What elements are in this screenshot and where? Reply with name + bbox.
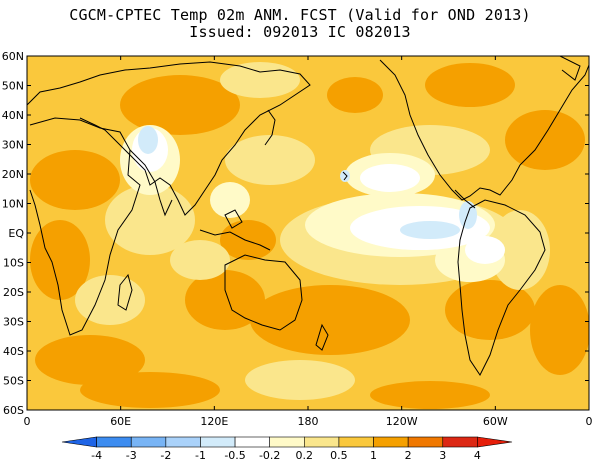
colorbar-tick: -3	[126, 449, 137, 462]
lat-label: EQ	[8, 227, 24, 240]
longitude-axis: 0 60E 120E 180 120W 60W 0	[24, 415, 593, 428]
lon-label: 0	[586, 415, 593, 428]
lon-label: 0	[24, 415, 31, 428]
lon-label: 180	[298, 415, 319, 428]
lat-label: 10S	[3, 257, 24, 270]
colorbar-swatch	[96, 436, 132, 448]
lon-label: 60W	[483, 415, 508, 428]
colorbar-tick: 4	[474, 449, 481, 462]
colorbar-tick: -2	[160, 449, 171, 462]
colorbar-swatch	[130, 436, 167, 448]
colorbar-swatch	[304, 436, 340, 448]
colorbar-swatch	[200, 436, 236, 448]
colorbar-tick: 2	[405, 449, 412, 462]
colorbar-swatch	[165, 436, 201, 448]
colorbar-swatch	[269, 436, 305, 448]
lat-label: 60S	[3, 404, 24, 417]
colorbar-tick: -0.5	[224, 449, 245, 462]
colorbar-swatch	[442, 436, 478, 448]
colorbar-tick: 0.2	[296, 449, 314, 462]
colorbar-swatch	[234, 436, 270, 448]
colorbar-swatch	[61, 436, 97, 448]
lat-label: 20S	[3, 286, 24, 299]
colorbar-tick: -4	[91, 449, 102, 462]
lat-label: 60N	[2, 50, 24, 63]
colorbar-tick: 1	[370, 449, 377, 462]
warm-anomaly-patches	[30, 63, 589, 409]
lat-label: 40S	[3, 345, 24, 358]
colorbar-swatch	[407, 436, 444, 448]
lat-label: 20N	[2, 168, 24, 181]
coastlines	[27, 56, 589, 376]
lat-label: 30S	[3, 316, 24, 329]
colorbar-swatch	[338, 436, 374, 448]
axis-ticks	[26, 55, 590, 411]
latitude-axis: 60N 50N 40N 30N 20N 10N EQ 10S 20S 30S 40S 50S 60S	[2, 50, 25, 417]
lat-label: 10N	[2, 198, 24, 211]
lon-label: 60E	[110, 415, 131, 428]
lat-label: 50N	[2, 80, 24, 93]
map-title-line2: Issued: 092013 IC 082013	[189, 23, 411, 41]
neutral-patches	[132, 128, 505, 264]
colorbar-swatch	[373, 436, 409, 448]
colorbar-tick: 3	[439, 449, 446, 462]
colorbar-tick: -0.2	[259, 449, 280, 462]
colorbar-swatch	[477, 436, 513, 448]
map-title-line1: CGCM-CPTEC Temp 02m ANM. FCST (Valid for…	[69, 6, 531, 24]
lat-label: 40N	[2, 109, 24, 122]
lat-label: 30N	[2, 139, 24, 152]
lon-label: 120E	[200, 415, 228, 428]
colorbar-tick: 0.5	[330, 449, 348, 462]
lon-label: 120W	[386, 415, 418, 428]
lat-label: 50S	[3, 375, 24, 388]
colorbar-tick: -1	[195, 449, 206, 462]
